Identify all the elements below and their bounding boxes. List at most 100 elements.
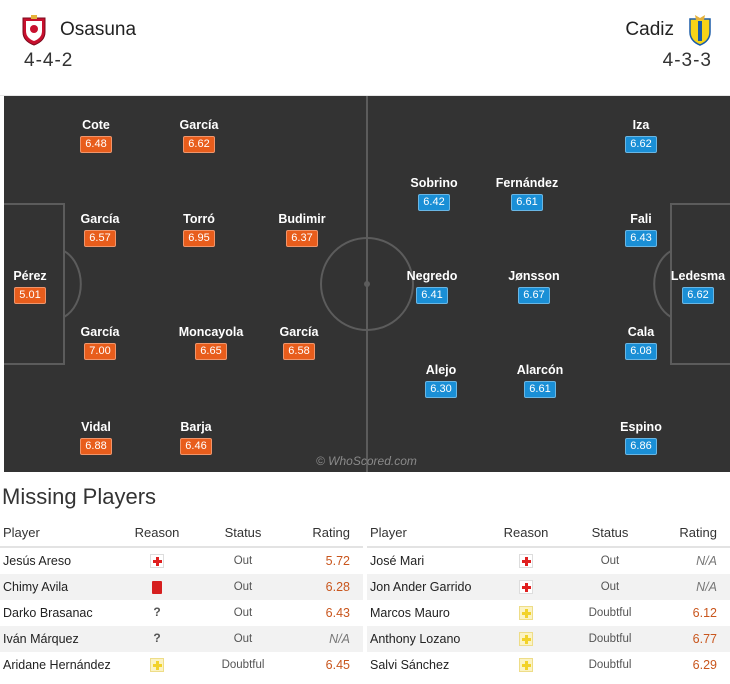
- missing-players-title: Missing Players: [2, 484, 157, 509]
- table-row[interactable]: Iván Márquez? Out N/A: [0, 626, 363, 652]
- away-player-ledesma[interactable]: Ledesma 6.62: [653, 269, 730, 304]
- reason-cell: [497, 632, 555, 647]
- away-player-negredo[interactable]: Negredo 6.41: [387, 269, 477, 304]
- player-rating: 6.61: [511, 194, 543, 211]
- table-row[interactable]: Darko Brasanac? Out 6.43: [0, 600, 363, 626]
- header-reason[interactable]: Reason: [134, 524, 180, 540]
- away-player-sobrino[interactable]: Sobrino 6.42: [389, 176, 479, 211]
- missing-rating: 6.28: [325, 580, 350, 594]
- away-player-fernandez[interactable]: Fernández 6.61: [482, 176, 572, 211]
- home-player-moncayola[interactable]: Moncayola 6.65: [166, 325, 256, 360]
- missing-player-name[interactable]: Aridane Hernández: [3, 658, 111, 672]
- home-player-garcia-1[interactable]: García 6.62: [154, 118, 244, 153]
- missing-status: Out: [233, 581, 253, 593]
- player-name: Pérez: [13, 269, 47, 283]
- away-player-alarcon[interactable]: Alarcón 6.61: [495, 363, 585, 398]
- away-missing-table: Player Reason Status Rating José Mari Out…: [367, 518, 730, 678]
- missing-player-name[interactable]: Darko Brasanac: [3, 606, 93, 620]
- away-player-iza[interactable]: Iza 6.62: [596, 118, 686, 153]
- player-name: Negredo: [406, 269, 458, 283]
- away-player-fali[interactable]: Fali 6.43: [596, 212, 686, 247]
- reason-cell: ?: [126, 606, 188, 621]
- player-name: Sobrino: [410, 176, 458, 190]
- player-rating: 6.62: [183, 136, 215, 153]
- player-name: García: [80, 212, 120, 226]
- missing-status: Doubtful: [588, 607, 632, 619]
- away-player-jonsson[interactable]: Jønsson 6.67: [489, 269, 579, 304]
- home-player-garcia-4[interactable]: García 6.58: [254, 325, 344, 360]
- missing-status: Out: [233, 633, 253, 645]
- table-row[interactable]: Jon Ander Garrido Out N/A: [367, 574, 730, 600]
- home-player-garcia-2[interactable]: García 6.57: [55, 212, 145, 247]
- table-row[interactable]: Jesús Areso Out 5.72: [0, 548, 363, 574]
- missing-player-name[interactable]: Marcos Mauro: [370, 606, 450, 620]
- away-player-espino[interactable]: Espino 6.86: [596, 420, 686, 455]
- home-player-barja[interactable]: Barja 6.46: [151, 420, 241, 455]
- player-name: Espino: [620, 420, 662, 434]
- player-rating: 6.57: [84, 230, 116, 247]
- header-reason[interactable]: Reason: [503, 524, 549, 540]
- home-player-torro[interactable]: Torró 6.95: [154, 212, 244, 247]
- header-player[interactable]: Player: [3, 524, 40, 540]
- player-name: Torró: [183, 212, 215, 226]
- missing-status: Doubtful: [588, 659, 632, 671]
- away-player-alejo[interactable]: Alejo 6.30: [396, 363, 486, 398]
- player-rating: 6.30: [425, 381, 457, 398]
- header-rating[interactable]: Rating: [679, 524, 717, 540]
- header-status[interactable]: Status: [591, 524, 629, 540]
- injury-icon: [519, 580, 533, 595]
- away-team[interactable]: Cadiz: [625, 14, 714, 46]
- home-team[interactable]: Osasuna: [20, 14, 136, 46]
- table-row[interactable]: Marcos Mauro Doubtful 6.12: [367, 600, 730, 626]
- home-player-perez[interactable]: Pérez 5.01: [4, 269, 75, 304]
- player-rating: 6.08: [625, 343, 657, 360]
- player-rating: 6.41: [416, 287, 448, 304]
- player-name: García: [179, 118, 219, 132]
- header-player[interactable]: Player: [370, 524, 407, 540]
- missing-player-name[interactable]: Jesús Areso: [3, 554, 72, 568]
- player-name: García: [279, 325, 319, 339]
- away-player-cala[interactable]: Cala 6.08: [596, 325, 686, 360]
- home-team-name: Osasuna: [60, 19, 137, 40]
- doubtful-icon: [519, 632, 533, 647]
- missing-player-name[interactable]: Salvi Sánchez: [370, 658, 450, 672]
- missing-player-name[interactable]: José Mari: [370, 554, 425, 568]
- missing-player-name[interactable]: Jon Ander Garrido: [370, 580, 472, 594]
- pitch: Cote 6.48 García 6.62 García 6.57 Torró …: [4, 96, 730, 472]
- missing-rating: 6.29: [692, 658, 717, 672]
- home-player-garcia-3[interactable]: García 7.00: [55, 325, 145, 360]
- missing-player-name[interactable]: Chimy Avila: [3, 580, 69, 594]
- missing-player-name[interactable]: Iván Márquez: [3, 632, 79, 646]
- home-player-vidal[interactable]: Vidal 6.88: [51, 420, 141, 455]
- player-rating: 6.42: [418, 194, 450, 211]
- osasuna-crest-icon: [20, 14, 48, 46]
- missing-player-name[interactable]: Anthony Lozano: [370, 632, 461, 646]
- table-row[interactable]: José Mari Out N/A: [367, 548, 730, 574]
- header-status[interactable]: Status: [224, 524, 262, 540]
- player-rating: 6.65: [195, 343, 227, 360]
- player-name: Alejo: [425, 363, 457, 377]
- missing-rating: 6.77: [692, 632, 717, 646]
- doubtful-icon: [150, 658, 164, 673]
- missing-rating: 6.43: [325, 606, 350, 620]
- table-row[interactable]: Chimy Avila Out 6.28: [0, 574, 363, 600]
- home-player-cote[interactable]: Cote 6.48: [51, 118, 141, 153]
- unknown-reason-icon: ?: [153, 605, 161, 620]
- table-header: Player Reason Status Rating: [367, 518, 730, 548]
- player-rating: 6.61: [524, 381, 556, 398]
- reason-cell: [497, 658, 555, 673]
- player-name: Fernández: [495, 176, 559, 190]
- reason-cell: [497, 554, 555, 569]
- table-row[interactable]: Aridane Hernández Doubtful 6.45: [0, 652, 363, 678]
- home-player-budimir[interactable]: Budimir 6.37: [257, 212, 347, 247]
- player-rating: 6.88: [80, 438, 112, 455]
- table-row[interactable]: Salvi Sánchez Doubtful 6.29: [367, 652, 730, 678]
- table-row[interactable]: Anthony Lozano Doubtful 6.77: [367, 626, 730, 652]
- missing-status: Out: [600, 581, 620, 593]
- match-header: Osasuna 4-4-2 Cadiz 4-3-3: [0, 0, 730, 96]
- missing-rating: 6.12: [692, 606, 717, 620]
- injury-icon: [150, 554, 164, 569]
- header-rating[interactable]: Rating: [312, 524, 350, 540]
- doubtful-icon: [519, 658, 533, 673]
- player-name: Moncayola: [178, 325, 244, 339]
